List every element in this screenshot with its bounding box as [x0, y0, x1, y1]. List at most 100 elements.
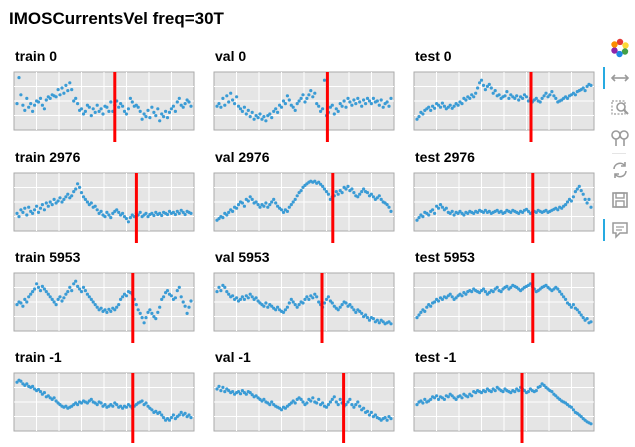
plot-area[interactable] [410, 347, 610, 447]
data-point [419, 310, 423, 314]
data-point [491, 91, 495, 95]
data-point [122, 109, 127, 113]
data-point [579, 415, 583, 419]
plot-area[interactable] [10, 247, 210, 347]
data-point [215, 387, 219, 391]
data-point [21, 304, 25, 308]
plot-area[interactable] [210, 46, 410, 146]
data-point [324, 190, 329, 194]
pan-icon[interactable] [603, 66, 632, 90]
data-point [233, 102, 237, 106]
bokeh-toolbar [602, 36, 632, 246]
data-point [76, 182, 80, 186]
data-point [72, 99, 76, 103]
data-point [354, 403, 358, 407]
plot-area[interactable] [210, 347, 410, 447]
data-point [35, 282, 39, 286]
data-point [138, 311, 142, 315]
data-point [29, 102, 33, 106]
data-point [287, 301, 291, 305]
data-point [481, 287, 486, 291]
data-point [571, 195, 575, 199]
data-point [266, 305, 270, 309]
data-point [340, 191, 344, 195]
data-point [54, 95, 58, 99]
data-point [250, 393, 254, 397]
data-point [15, 380, 19, 384]
wheel-zoom-icon[interactable] [608, 126, 632, 150]
data-point [219, 105, 223, 109]
plot-area[interactable] [210, 147, 410, 247]
data-point [526, 99, 530, 103]
data-point [417, 115, 421, 119]
data-point [264, 119, 268, 123]
hover-icon[interactable] [603, 218, 632, 242]
data-point [160, 112, 164, 116]
data-point [154, 114, 158, 118]
data-point [362, 406, 366, 410]
data-point [281, 210, 286, 214]
data-point [144, 115, 148, 119]
plot-area[interactable] [410, 46, 610, 146]
data-point [235, 206, 239, 210]
data-point [36, 210, 41, 214]
data-point [517, 98, 521, 102]
data-point [258, 205, 262, 209]
data-point [377, 103, 381, 107]
data-point [185, 98, 189, 102]
data-point [546, 95, 550, 99]
data-point [97, 109, 101, 113]
plot-area[interactable] [10, 46, 210, 146]
data-point [479, 78, 484, 82]
data-point [76, 102, 80, 106]
data-point [538, 100, 542, 104]
data-point [33, 103, 37, 107]
data-point [293, 401, 297, 405]
save-icon[interactable] [608, 188, 632, 212]
data-point [470, 290, 474, 294]
data-point [487, 291, 491, 295]
data-point [242, 297, 246, 301]
data-point [44, 98, 48, 102]
data-point [330, 103, 334, 107]
plot-area[interactable] [210, 247, 410, 347]
data-point [121, 211, 125, 215]
chart-title: test 5953 [415, 249, 475, 265]
data-point [326, 192, 330, 196]
plot-area[interactable] [10, 147, 210, 247]
data-point [23, 206, 27, 210]
data-point [236, 203, 241, 207]
data-point [173, 109, 177, 113]
bokeh-logo-icon[interactable] [608, 36, 632, 60]
data-point [89, 114, 93, 118]
data-point [189, 104, 193, 108]
data-point [371, 195, 375, 199]
plot-area[interactable] [10, 347, 210, 447]
reset-icon[interactable] [608, 158, 632, 182]
data-point [262, 397, 266, 401]
data-point [54, 303, 58, 307]
data-point [91, 300, 95, 304]
data-point [387, 415, 391, 419]
data-point [478, 81, 482, 85]
data-point [365, 96, 370, 100]
data-point [36, 285, 41, 289]
plot-area[interactable] [410, 147, 610, 247]
data-point [517, 389, 521, 393]
box-zoom-icon[interactable] [608, 96, 632, 120]
data-point [246, 296, 250, 300]
data-point [517, 211, 521, 215]
data-point [146, 310, 150, 314]
plot-area[interactable] [410, 247, 610, 347]
data-point [148, 116, 152, 120]
data-point [446, 105, 450, 109]
data-point [89, 397, 93, 401]
data-point [350, 187, 354, 191]
data-point [279, 105, 284, 109]
data-point [66, 290, 70, 294]
data-point [124, 217, 129, 221]
data-point [235, 296, 239, 300]
data-point [450, 394, 454, 398]
data-point [317, 300, 321, 304]
data-point [577, 184, 581, 188]
